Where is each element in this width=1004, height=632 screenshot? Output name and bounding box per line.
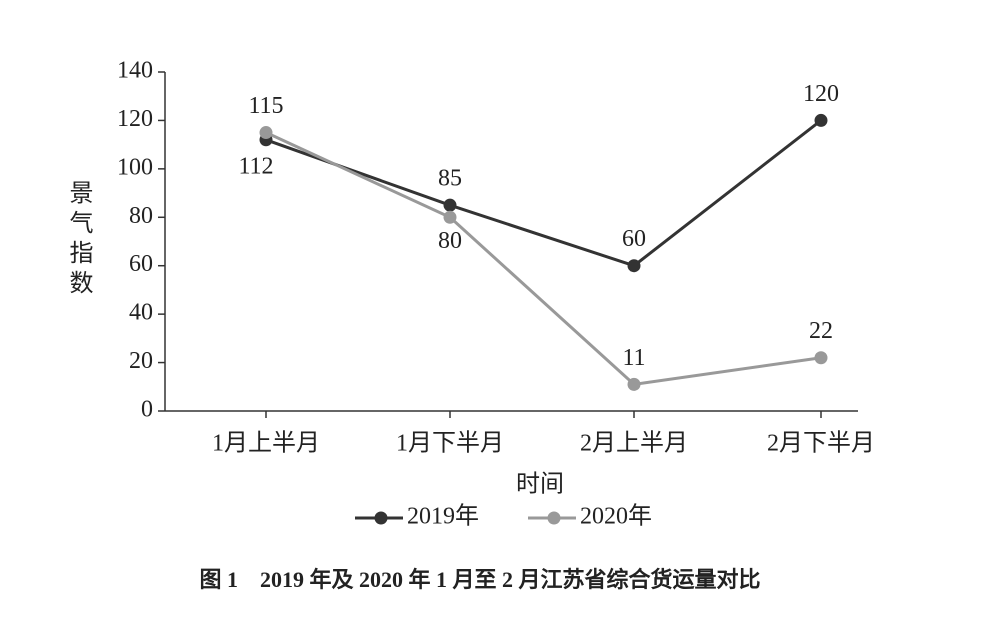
y-tick-label: 80	[129, 203, 153, 229]
data-label: 60	[622, 226, 646, 252]
legend-marker	[374, 511, 388, 525]
y-tick-label: 20	[129, 348, 153, 374]
data-label: 22	[809, 318, 833, 344]
data-label: 115	[248, 93, 283, 119]
x-tick-label: 1月下半月	[396, 430, 504, 457]
data-label: 11	[622, 345, 645, 371]
y-tick-label: 120	[117, 106, 153, 132]
y-axis-label: 景气指数	[65, 180, 93, 300]
point	[259, 126, 273, 140]
legend-marker	[547, 511, 561, 525]
data-label: 120	[803, 81, 839, 107]
caption: 图 1 2019 年及 2020 年 1 月至 2 月江苏省综合货运量对比	[199, 567, 760, 592]
data-label: 85	[438, 166, 462, 192]
data-label: 80	[438, 228, 462, 254]
x-axis-label: 时间	[516, 471, 564, 498]
x-tick-label: 2月下半月	[767, 430, 875, 457]
point	[443, 198, 457, 212]
point	[814, 113, 828, 127]
series-line	[265, 119, 822, 268]
legend-label: 2019年	[407, 503, 479, 530]
y-tick-label: 100	[117, 154, 153, 180]
y-tick-label: 0	[141, 397, 153, 423]
data-label: 112	[238, 153, 273, 179]
y-tick-label: 60	[129, 251, 153, 277]
x-tick-label: 1月上半月	[212, 430, 320, 457]
legend-label: 2020年	[580, 503, 652, 530]
x-tick-label: 2月上半月	[580, 430, 688, 457]
y-tick-label: 40	[129, 300, 153, 326]
series-line	[265, 131, 822, 386]
point	[627, 259, 641, 273]
point	[627, 377, 641, 391]
y-tick-label: 140	[117, 58, 153, 84]
point	[814, 351, 828, 365]
point	[443, 210, 457, 224]
